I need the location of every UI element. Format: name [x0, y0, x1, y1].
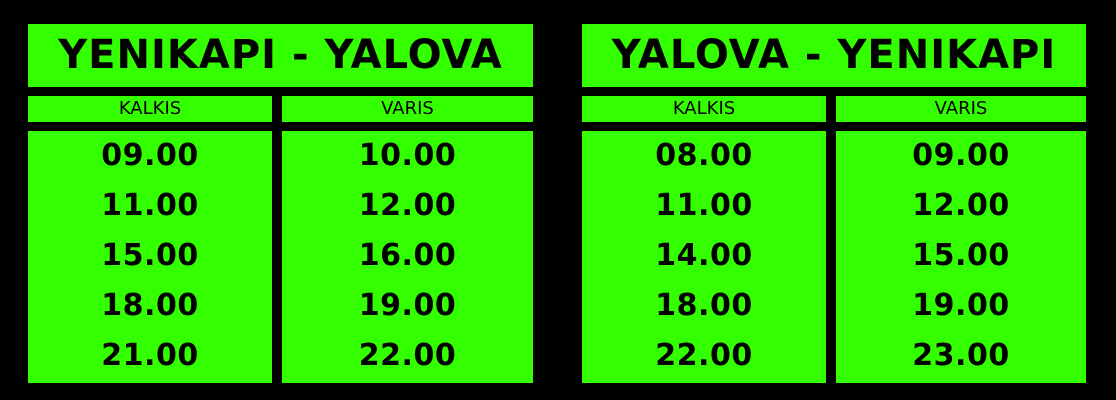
departure-time: 21.00: [101, 338, 199, 373]
departure-header: KALKIS: [28, 96, 272, 122]
arrival-time: 16.00: [358, 238, 457, 273]
column-header-row: KALKIS VARIS: [28, 96, 533, 123]
schedule-title: YENIKAPI - YALOVA: [28, 24, 533, 87]
arrival-time: 12.00: [912, 188, 1010, 223]
arrival-time: 15.00: [912, 238, 1010, 273]
arrival-times-column: 10.00 12.00 16.00 19.00 22.00: [282, 131, 533, 383]
schedule-panel-yalova-yenikapi: YALOVA - YENIKAPI KALKIS VARIS 08.00 11.…: [582, 24, 1086, 383]
arrival-times-column: 09.00 12.00 15.00 19.00 23.00: [836, 131, 1086, 383]
departure-time: 11.00: [655, 188, 753, 223]
arrival-time: 19.00: [358, 288, 457, 323]
departure-time: 18.00: [101, 288, 199, 323]
arrival-header: VARIS: [836, 96, 1086, 122]
departure-header: KALKIS: [582, 96, 826, 122]
departure-time: 11.00: [101, 188, 199, 223]
departure-time: 15.00: [101, 238, 199, 273]
departure-time: 22.00: [655, 338, 753, 373]
arrival-time: 22.00: [358, 338, 457, 373]
arrival-header: VARIS: [282, 96, 533, 122]
departure-time: 14.00: [655, 238, 753, 273]
departure-time: 09.00: [101, 138, 199, 173]
column-header-row: KALKIS VARIS: [582, 96, 1086, 123]
departure-time: 08.00: [655, 138, 753, 173]
departure-times-column: 08.00 11.00 14.00 18.00 22.00: [582, 131, 826, 383]
arrival-time: 12.00: [358, 188, 457, 223]
schedule-panel-yenikapi-yalova: YENIKAPI - YALOVA KALKIS VARIS 09.00 11.…: [28, 24, 533, 383]
departure-time: 18.00: [655, 288, 753, 323]
arrival-time: 23.00: [912, 338, 1010, 373]
departure-times-column: 09.00 11.00 15.00 18.00 21.00: [28, 131, 272, 383]
arrival-time: 10.00: [358, 138, 457, 173]
schedule-title: YALOVA - YENIKAPI: [582, 24, 1086, 87]
arrival-time: 09.00: [912, 138, 1010, 173]
arrival-time: 19.00: [912, 288, 1010, 323]
